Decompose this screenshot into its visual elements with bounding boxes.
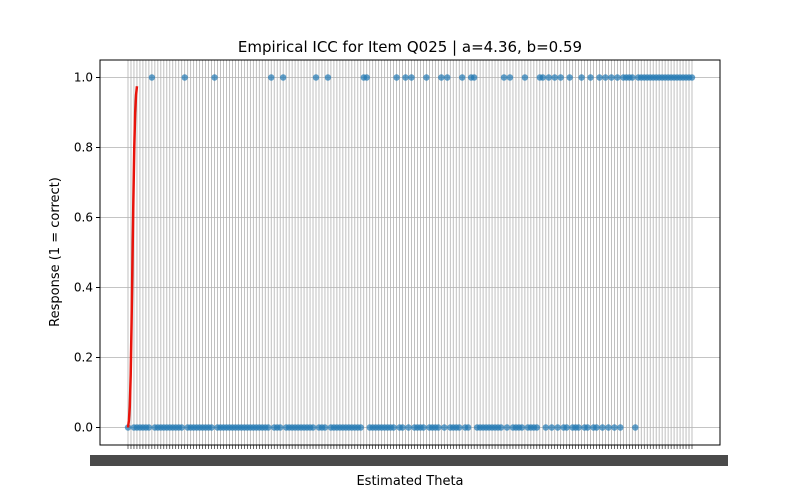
chart-title: Empirical ICC for Item Q025 | a=4.36, b=… — [238, 38, 582, 56]
grid-layer — [100, 60, 720, 445]
data-point — [441, 424, 448, 431]
data-point — [563, 424, 570, 431]
data-point — [593, 424, 600, 431]
x-tick-labels-clutter — [90, 455, 728, 466]
data-point — [518, 424, 526, 431]
data-point — [363, 74, 370, 81]
y-axis: 0.0 0.2 0.4 0.6 0.8 1.0 — [74, 71, 100, 435]
data-point — [688, 74, 696, 81]
data-point — [566, 74, 573, 81]
data-point — [405, 424, 412, 431]
data-point — [587, 74, 594, 81]
data-point — [629, 74, 636, 81]
data-point — [312, 74, 320, 81]
x-axis-label: Estimated Theta — [356, 474, 463, 489]
y-tick-label: 1.0 — [74, 71, 93, 85]
data-point — [608, 74, 615, 81]
data-point — [611, 424, 618, 431]
data-point — [145, 424, 153, 431]
data-point — [390, 424, 397, 431]
data-point — [444, 74, 451, 81]
x-axis — [90, 445, 728, 466]
data-point — [533, 424, 541, 431]
data-point — [539, 74, 546, 81]
data-point — [632, 424, 639, 431]
data-point — [321, 424, 329, 431]
data-point — [464, 424, 472, 431]
data-point — [357, 424, 364, 431]
data-point — [554, 424, 561, 431]
data-point — [408, 74, 415, 81]
data-point — [596, 74, 603, 81]
data-point — [545, 74, 552, 81]
data-point — [268, 74, 275, 81]
data-point — [470, 74, 478, 81]
data-point — [497, 424, 505, 431]
data-point — [265, 424, 272, 431]
y-tick-label: 0.8 — [74, 141, 93, 155]
data-point — [324, 74, 332, 81]
y-tick-label: 0.6 — [74, 211, 93, 225]
data-point — [456, 424, 463, 431]
y-axis-label: Response (1 = correct) — [48, 177, 63, 327]
data-point — [208, 424, 215, 431]
data-point — [181, 74, 188, 81]
data-point — [575, 424, 582, 431]
data-point — [420, 424, 427, 431]
data-point — [423, 74, 430, 81]
y-tick-label: 0.2 — [74, 351, 93, 365]
data-point — [279, 74, 287, 81]
data-point — [503, 424, 511, 431]
data-point — [178, 424, 185, 431]
data-point — [605, 424, 612, 431]
y-tick-label: 0.4 — [74, 281, 93, 295]
data-point — [521, 74, 529, 81]
data-point — [211, 74, 218, 81]
points-layer — [124, 74, 696, 431]
data-point — [393, 74, 400, 81]
data-point — [578, 74, 585, 81]
data-point — [584, 424, 591, 431]
data-point — [602, 74, 609, 81]
data-point — [551, 74, 558, 81]
data-point — [557, 74, 564, 81]
plot-frame — [99, 59, 721, 446]
data-point — [548, 424, 555, 431]
data-point — [309, 424, 317, 431]
data-point — [614, 74, 621, 81]
data-point — [459, 74, 466, 81]
data-point — [506, 74, 514, 81]
data-point — [500, 74, 508, 81]
data-point — [599, 424, 606, 431]
data-point — [438, 74, 445, 81]
curve-layer — [126, 86, 139, 428]
icc-curve — [126, 86, 139, 428]
data-point — [435, 424, 442, 431]
data-point — [276, 424, 284, 431]
y-tick-label: 0.0 — [74, 421, 93, 435]
data-point — [402, 74, 409, 81]
data-point — [617, 424, 624, 431]
data-point — [148, 74, 156, 81]
data-point — [542, 424, 549, 431]
data-point — [399, 424, 406, 431]
